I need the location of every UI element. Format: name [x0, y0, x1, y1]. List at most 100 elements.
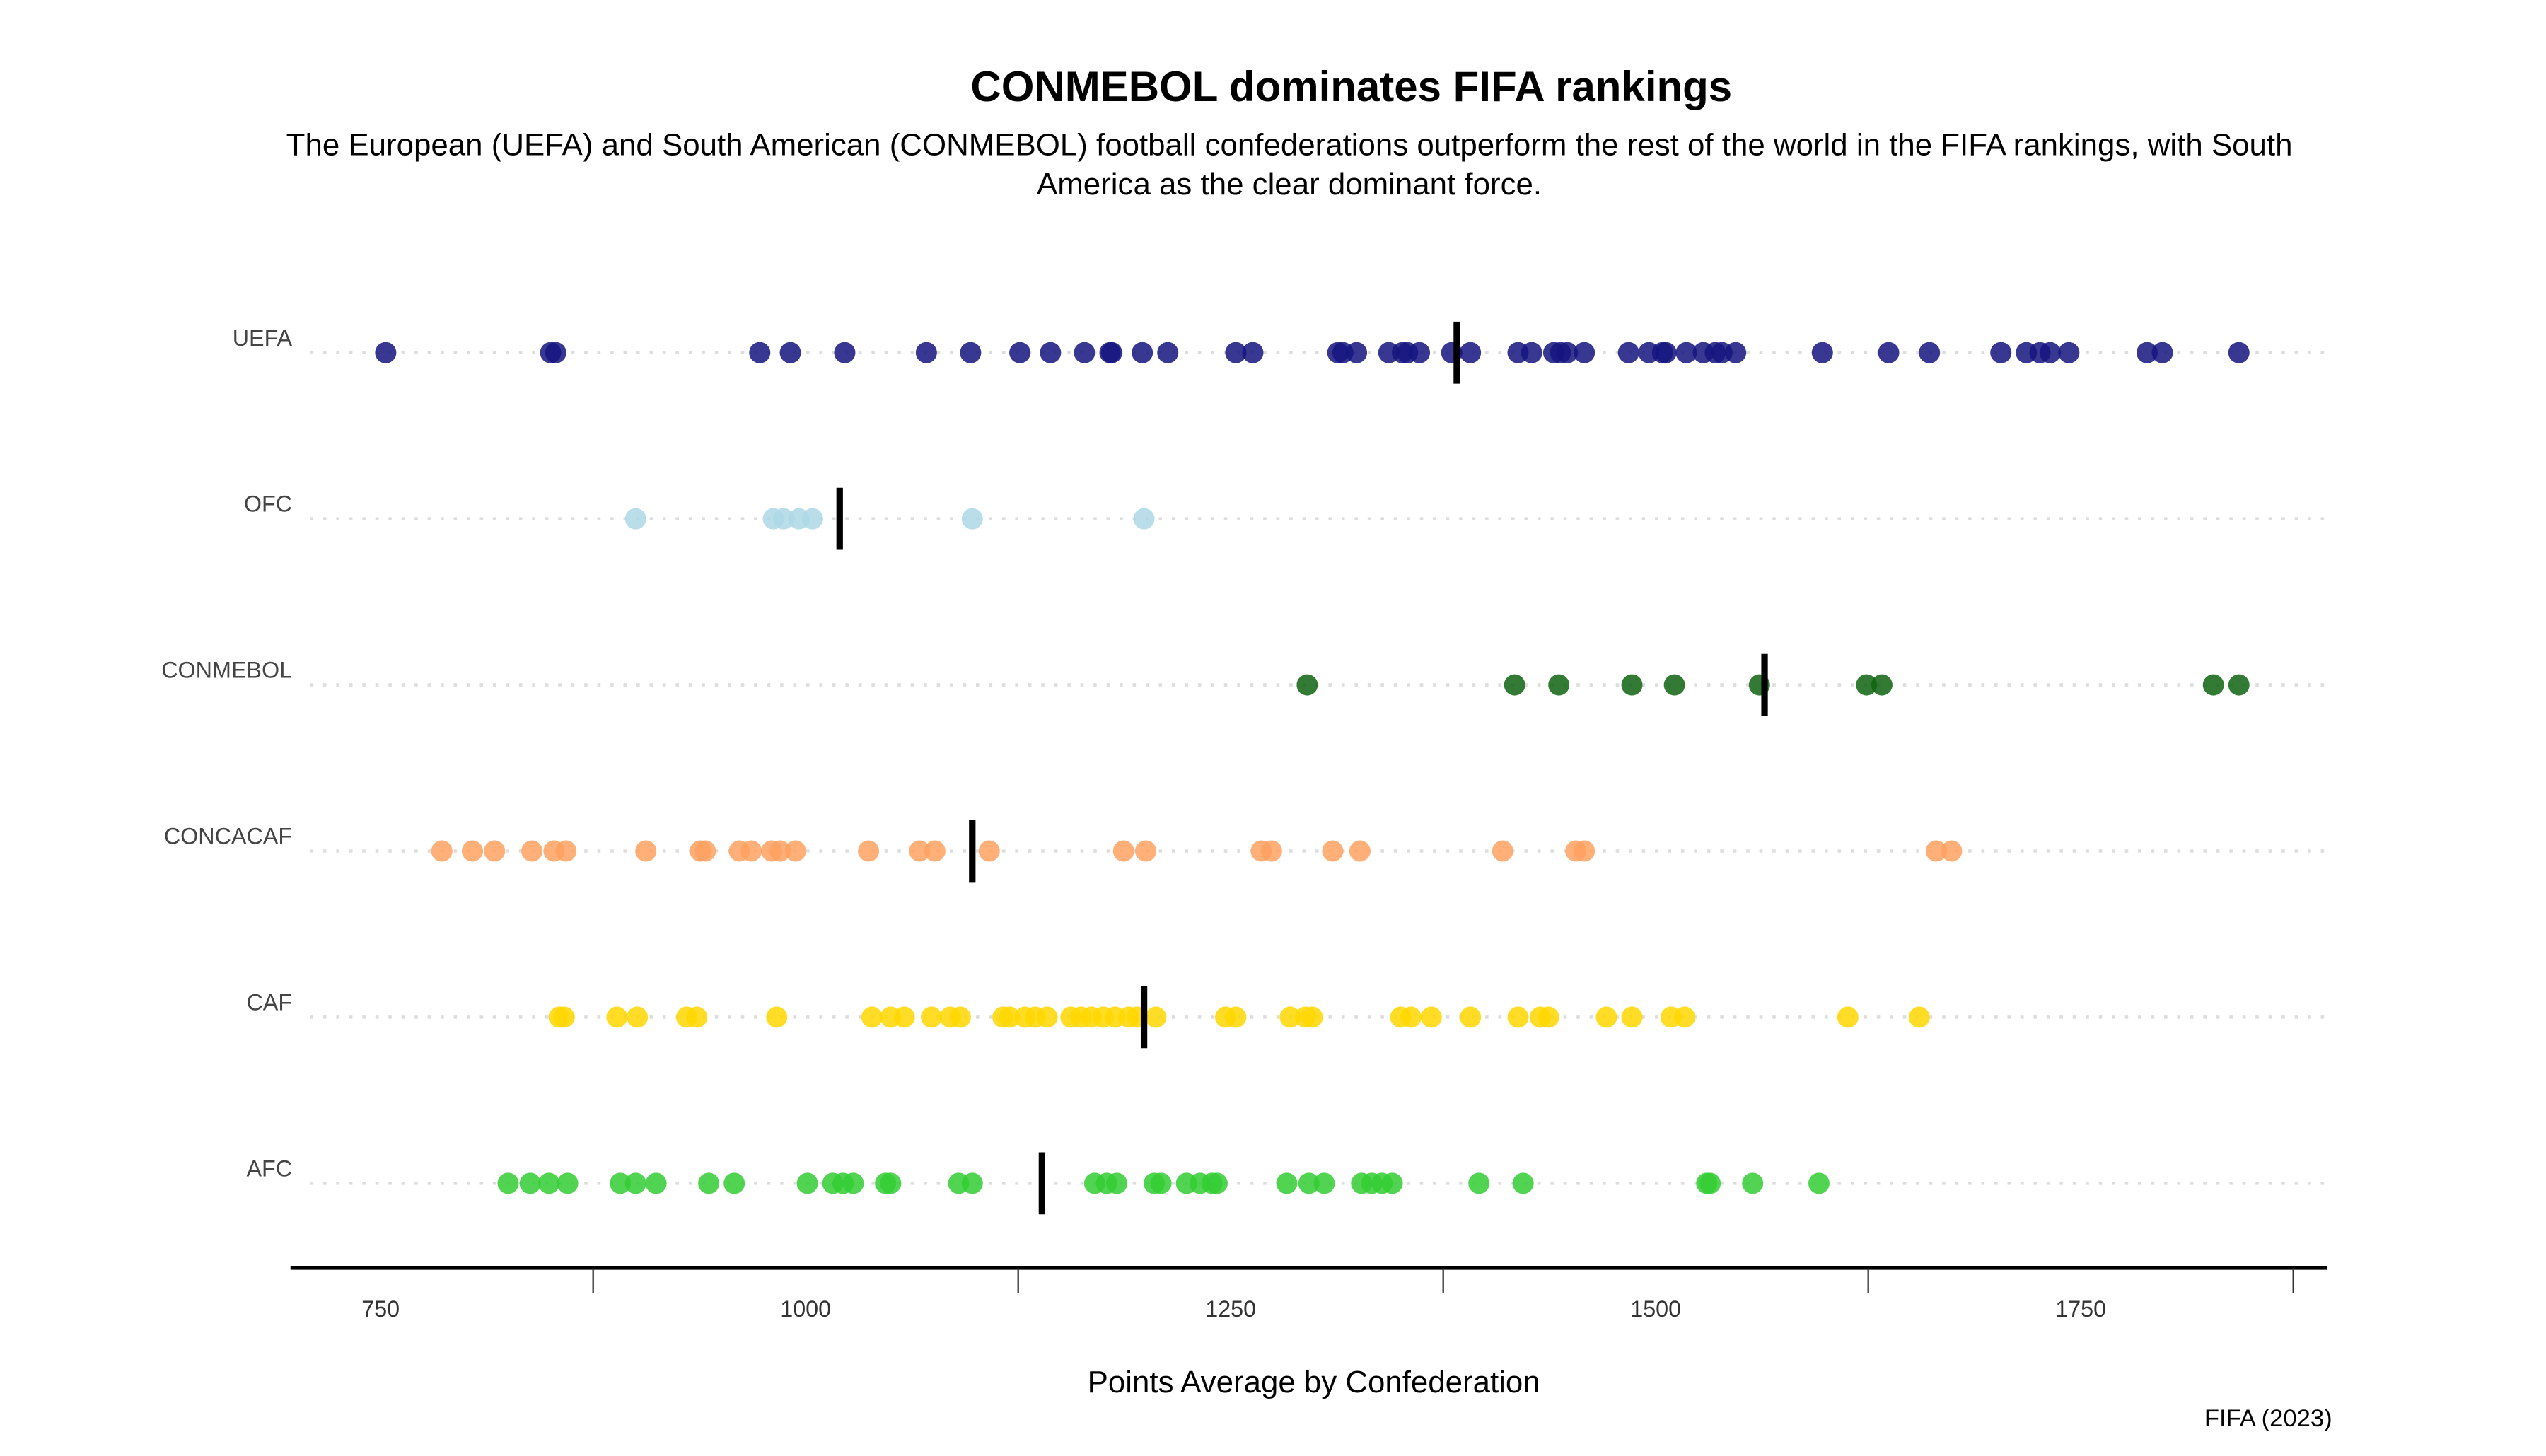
point: [1301, 1006, 1323, 1028]
point: [1655, 342, 1677, 363]
point: [1242, 342, 1264, 363]
point: [796, 1172, 818, 1194]
point: [1538, 1006, 1559, 1028]
point: [1074, 342, 1095, 363]
point: [1617, 342, 1639, 363]
point: [1296, 674, 1318, 696]
point: [375, 342, 397, 363]
point: [624, 1172, 646, 1194]
point: [1663, 674, 1685, 696]
row-label: OFC: [244, 491, 292, 517]
point: [921, 1006, 943, 1028]
point: [1468, 1172, 1490, 1194]
point: [484, 840, 506, 862]
point: [1512, 1172, 1534, 1194]
point: [2228, 342, 2250, 363]
point: [1675, 342, 1697, 363]
point: [1595, 1006, 1617, 1028]
point: [1206, 1172, 1228, 1194]
row-label: CONCACAF: [164, 824, 292, 849]
point: [1925, 840, 1947, 862]
point: [1808, 1172, 1830, 1194]
row-label: AFC: [246, 1155, 292, 1181]
x-tick-label: 1750: [2055, 1296, 2106, 1322]
point: [801, 508, 823, 530]
point: [497, 1172, 519, 1194]
point: [1460, 342, 1482, 363]
point: [1112, 840, 1134, 862]
point: [1313, 1172, 1335, 1194]
subtitle-box: The European (UEFA) and South American (…: [286, 129, 2293, 203]
point: [635, 840, 657, 862]
point: [861, 1006, 883, 1028]
point: [915, 342, 937, 363]
point: [858, 840, 880, 862]
point: [521, 840, 543, 862]
point: [1225, 342, 1247, 363]
point: [1856, 674, 1878, 696]
point: [1157, 342, 1179, 363]
point: [1145, 1006, 1167, 1028]
point: [1674, 1006, 1696, 1028]
point: [1346, 342, 1368, 363]
point: [694, 840, 716, 862]
point: [1878, 342, 1900, 363]
point: [1837, 1006, 1859, 1028]
point: [1557, 342, 1579, 363]
x-tick-label: 1250: [1205, 1296, 1256, 1322]
point: [1811, 342, 1833, 363]
point: [1420, 1006, 1442, 1028]
point: [1040, 342, 1062, 363]
point: [2058, 342, 2080, 363]
point: [842, 1172, 864, 1194]
point: [1574, 342, 1595, 363]
row-label: CAF: [246, 989, 292, 1015]
point: [1725, 342, 1747, 363]
point: [645, 1172, 667, 1194]
point: [1919, 342, 1941, 363]
x-tick-label: 1000: [780, 1296, 831, 1322]
point: [999, 1006, 1021, 1028]
point: [2039, 342, 2061, 363]
point: [431, 840, 453, 862]
point: [1990, 342, 2012, 363]
point: [1507, 1006, 1529, 1028]
point: [2202, 674, 2224, 696]
point: [1276, 1172, 1298, 1194]
point: [960, 342, 982, 363]
point: [555, 840, 577, 862]
x-tick-label: 1500: [1630, 1296, 1681, 1322]
point: [545, 342, 566, 363]
point: [1621, 1006, 1643, 1028]
point: [924, 840, 946, 862]
point: [1699, 1172, 1721, 1194]
point: [2151, 342, 2173, 363]
point: [1349, 840, 1371, 862]
point: [1492, 840, 1513, 862]
point: [1279, 1006, 1301, 1028]
point: [1134, 840, 1156, 862]
point: [2136, 342, 2158, 363]
point: [606, 1006, 628, 1028]
point: [740, 840, 762, 862]
point: [1548, 674, 1570, 696]
chart-title: CONMEBOL dominates FIFA rankings: [970, 63, 1732, 110]
point: [1100, 342, 1122, 363]
row-label: CONMEBOL: [161, 658, 292, 683]
x-axis-label: Points Average by Confederation: [1088, 1365, 1540, 1399]
point: [961, 508, 983, 530]
point: [961, 1172, 983, 1194]
row-label: UEFA: [233, 325, 293, 351]
point: [1150, 1172, 1172, 1194]
point: [766, 1006, 788, 1028]
point: [1400, 1006, 1422, 1028]
point: [1621, 674, 1643, 696]
point: [1132, 342, 1153, 363]
point: [893, 1006, 915, 1028]
point: [1504, 674, 1525, 696]
point: [2228, 674, 2250, 696]
x-tick-label: 750: [361, 1296, 400, 1322]
point: [610, 1172, 632, 1194]
point: [1742, 1172, 1764, 1194]
